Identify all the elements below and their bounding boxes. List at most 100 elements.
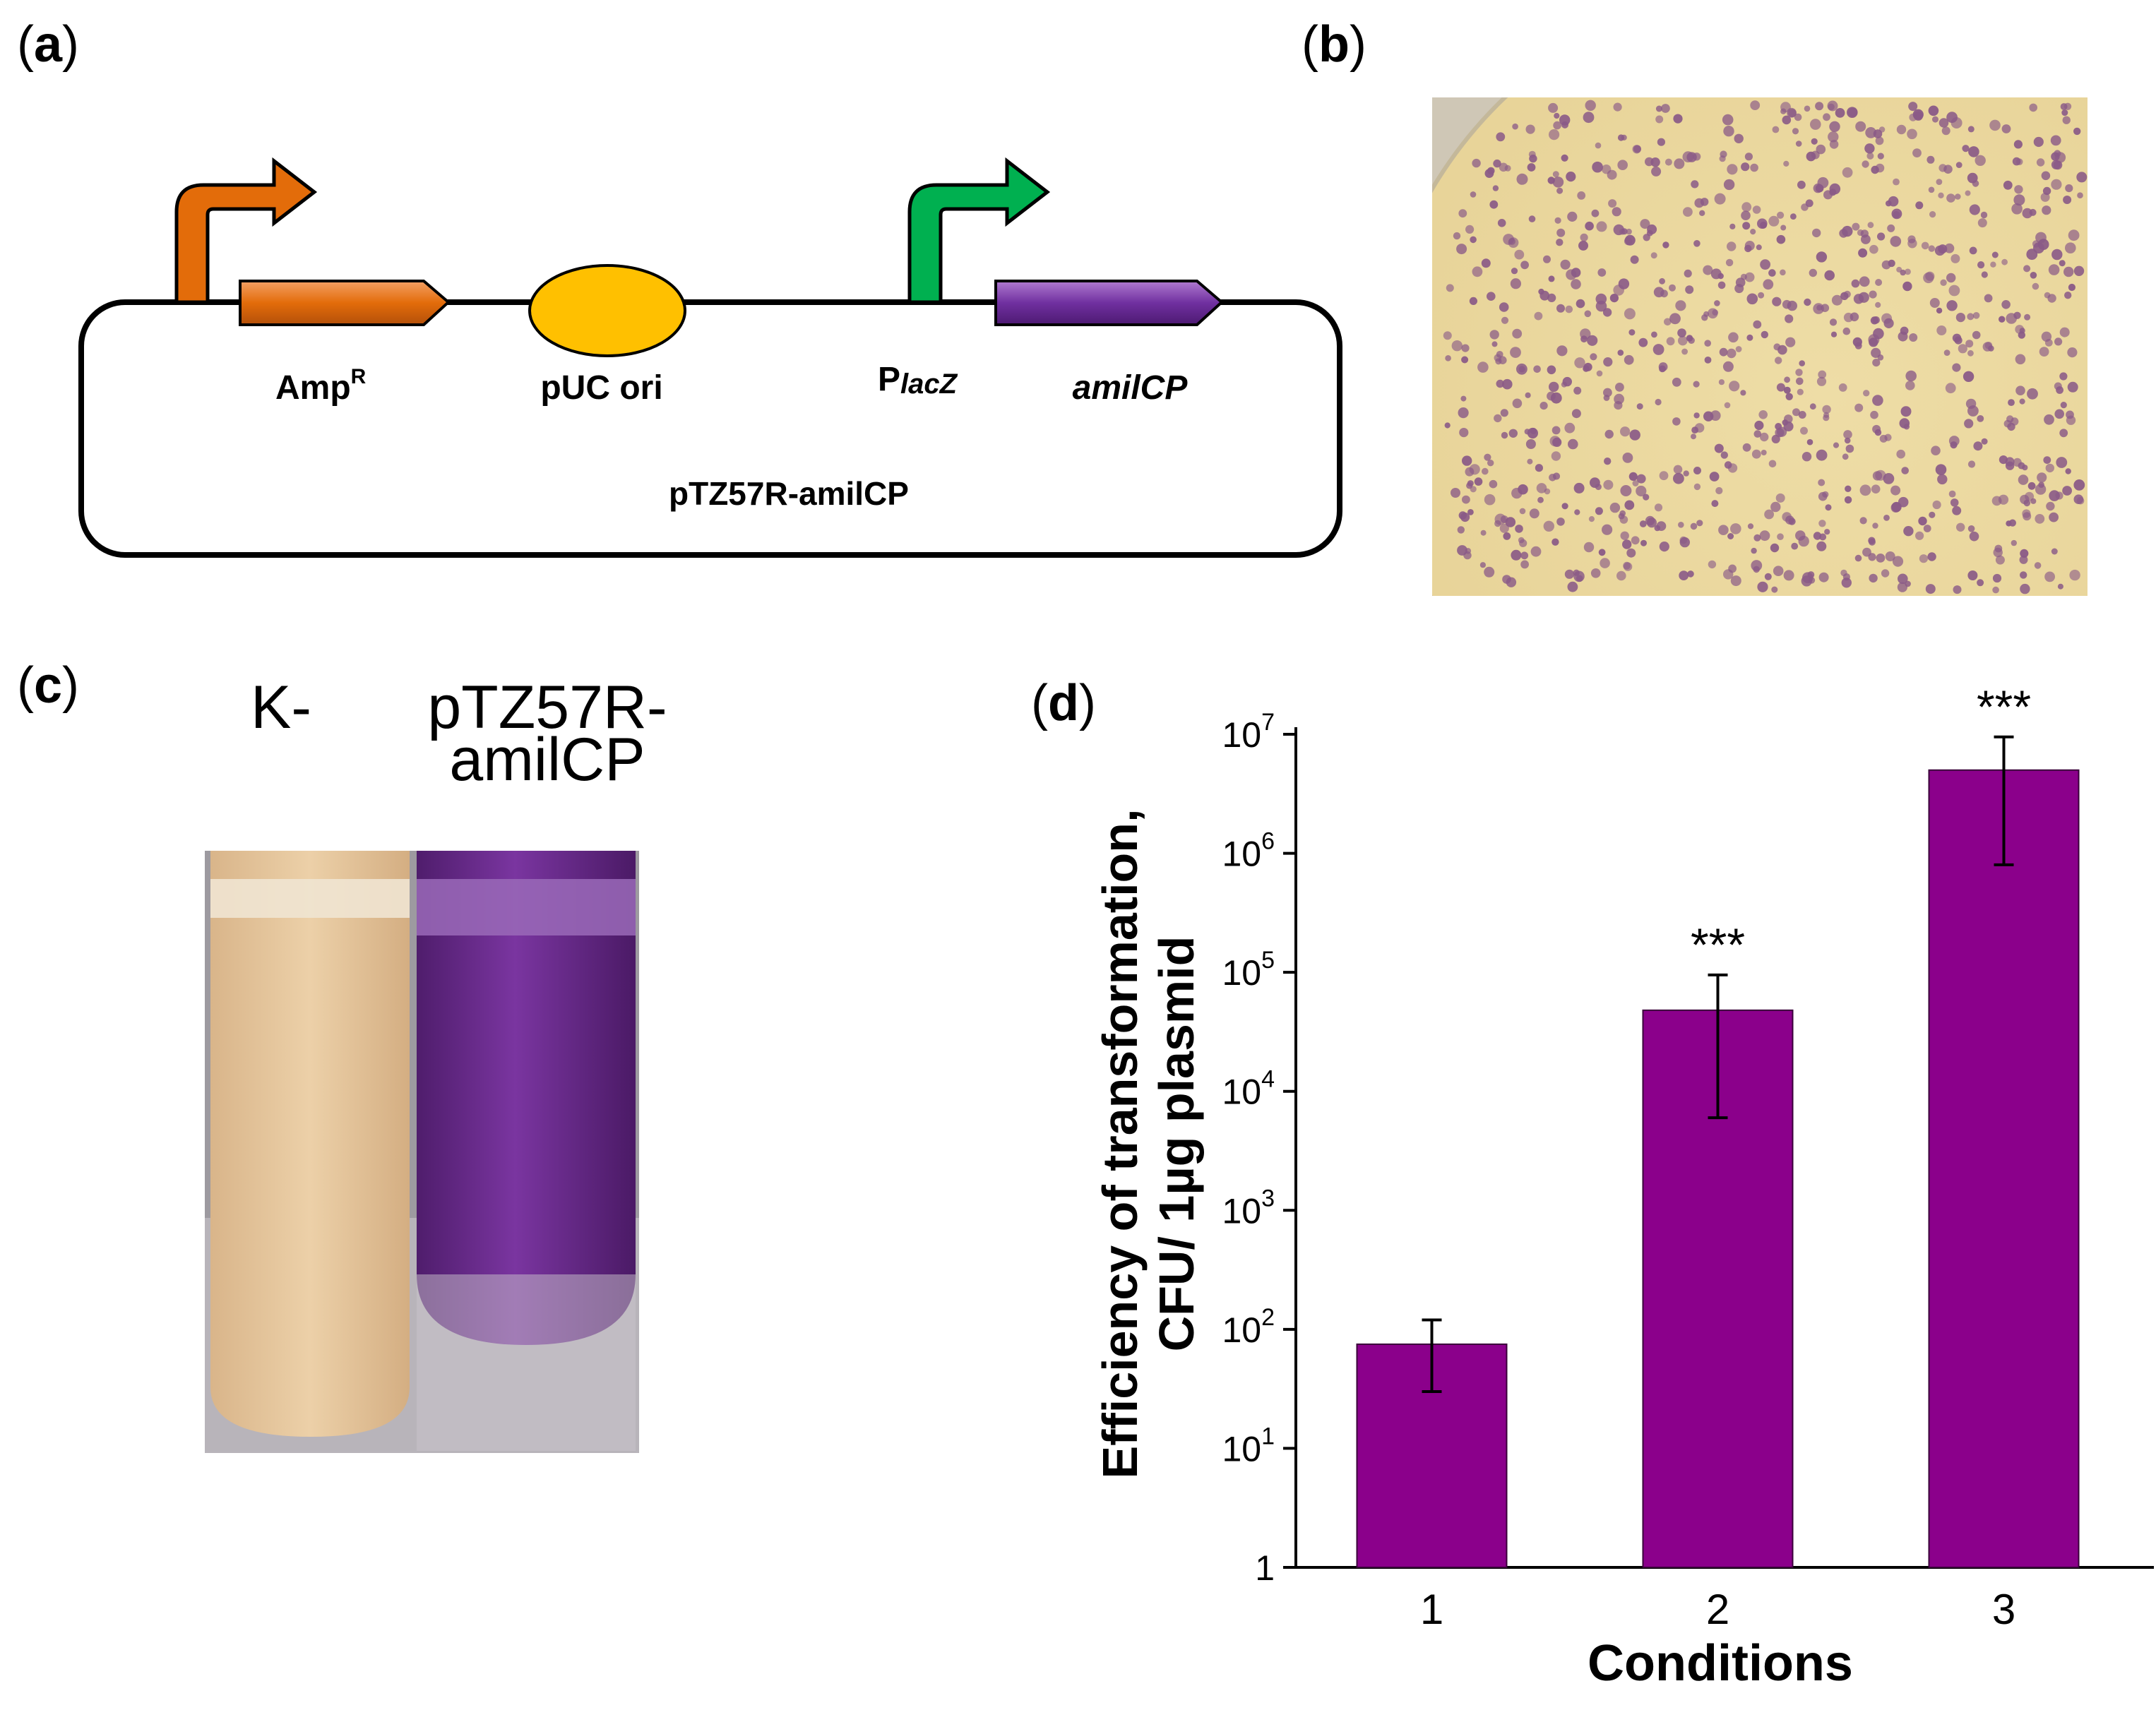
colony <box>1561 503 1568 510</box>
colony <box>1576 575 1583 582</box>
chart-bars <box>1356 769 2080 1569</box>
colony <box>1484 169 1494 178</box>
colony <box>1703 411 1714 421</box>
colony <box>1818 370 1827 379</box>
colony <box>2045 463 2054 473</box>
colony <box>1956 522 1965 532</box>
colony <box>1829 121 1840 132</box>
colony <box>1842 327 1851 335</box>
colony <box>1965 190 1971 196</box>
colony <box>1693 467 1701 474</box>
colony <box>1511 268 1518 275</box>
colony <box>1729 381 1740 392</box>
colony <box>1877 153 1884 160</box>
colony <box>1784 376 1790 383</box>
colony <box>1865 127 1877 138</box>
colony <box>1969 246 1977 255</box>
colony <box>1734 133 1744 143</box>
control-tube-foam <box>210 879 410 918</box>
colony <box>1482 467 1489 475</box>
colony <box>1549 129 1560 140</box>
colony <box>1658 362 1668 371</box>
colony <box>1972 330 1981 340</box>
colony <box>1626 228 1632 235</box>
colony <box>1583 542 1595 553</box>
colony <box>1828 131 1839 143</box>
colony <box>1775 493 1785 503</box>
colony <box>1603 388 1612 397</box>
colony <box>1624 500 1635 510</box>
y-tick-label-base: 10 <box>1222 953 1261 993</box>
colony <box>1585 100 1596 111</box>
colony <box>1972 312 1980 319</box>
colony <box>1757 581 1768 592</box>
colony <box>1792 128 1799 135</box>
colony <box>1604 458 1612 465</box>
colony <box>1919 554 1928 563</box>
colony <box>1981 271 1988 278</box>
colony <box>1556 345 1568 357</box>
colony <box>1780 225 1787 231</box>
colony <box>2059 327 2070 337</box>
colony <box>1862 160 1869 168</box>
colony <box>1890 236 1902 247</box>
colony <box>1967 405 1979 417</box>
colony <box>1710 268 1722 280</box>
colony <box>1854 554 1862 562</box>
colony <box>1730 575 1741 587</box>
colony <box>1583 365 1590 372</box>
colony <box>1937 474 1948 485</box>
colony <box>1967 570 1978 580</box>
colony <box>1824 270 1835 281</box>
colony <box>1494 414 1502 423</box>
colony <box>1596 221 1607 232</box>
colony <box>1632 145 1641 154</box>
colony <box>1677 328 1686 337</box>
colony <box>1608 199 1617 208</box>
colony <box>1946 273 1956 283</box>
colony <box>1907 235 1916 244</box>
colony <box>1823 412 1830 418</box>
colony <box>2068 229 2080 241</box>
colony <box>1703 265 1713 275</box>
colony <box>1616 570 1626 581</box>
colony <box>1727 533 1734 539</box>
colony <box>1744 241 1755 251</box>
colony <box>1470 191 1477 198</box>
colony <box>1854 403 1864 412</box>
colony <box>1864 143 1875 154</box>
colony <box>2051 152 2060 161</box>
colony <box>1955 313 1965 323</box>
colony <box>1602 308 1612 317</box>
colony <box>1674 158 1685 169</box>
y-tick-label-exp: 2 <box>1261 1304 1275 1331</box>
colony <box>1862 547 1871 557</box>
colony <box>1788 109 1797 118</box>
colony <box>1650 252 1657 259</box>
colony <box>1497 219 1506 227</box>
colony <box>2022 509 2031 518</box>
colony <box>1657 138 1665 146</box>
colony <box>1926 155 1935 164</box>
colony <box>1829 183 1841 195</box>
colony <box>2036 158 2045 167</box>
colony <box>1938 192 1944 198</box>
colony <box>1651 166 1662 177</box>
colony <box>1451 340 1463 352</box>
colony <box>1673 472 1684 484</box>
colony <box>1659 277 1665 285</box>
colony <box>2073 265 2085 276</box>
colony <box>2020 549 2029 558</box>
colony <box>1603 479 1614 490</box>
control-tube <box>210 851 410 1437</box>
colony <box>2057 583 2063 590</box>
colony <box>1518 484 1528 495</box>
colony <box>1528 215 1536 222</box>
colony <box>1777 211 1785 219</box>
colony <box>2064 292 2072 299</box>
panel-label-b: (b) <box>1302 16 1366 73</box>
colony <box>1929 211 1936 218</box>
colony <box>1613 285 1624 296</box>
colony <box>1816 376 1827 386</box>
